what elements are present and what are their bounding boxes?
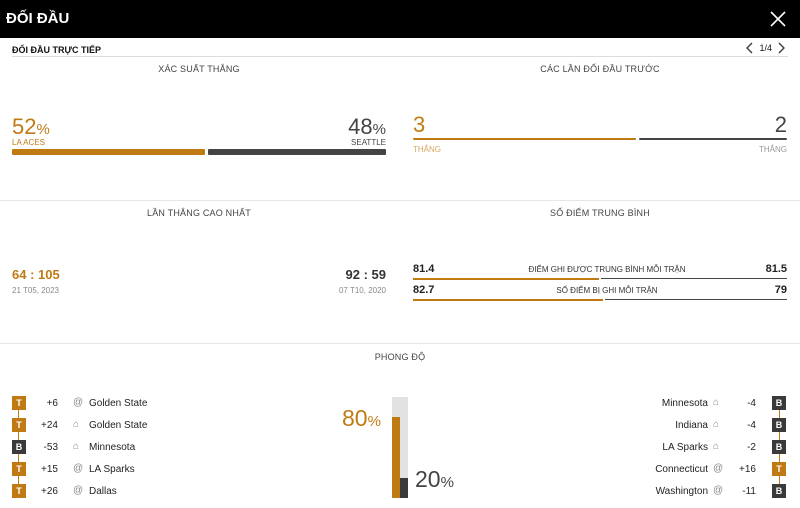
win-prob-right-value: 48% (348, 114, 386, 139)
avg-points-row-conceded: 82.7 SỐ ĐIỂM BỊ GHI MỖI TRẬN 79 (413, 284, 787, 304)
form-right-percent: 20% (415, 466, 454, 492)
win-prob-left-team: LA ACES (12, 138, 45, 147)
form-diff: +26 (41, 486, 58, 497)
form-diff: +24 (41, 420, 58, 431)
avg-conceded-right-bar (605, 299, 787, 300)
win-prob-right-team: SEATTLE (351, 138, 386, 147)
away-icon: @ (73, 463, 84, 474)
form-diff: -53 (43, 442, 58, 453)
prev-meetings-title: CÁC LẦN ĐỐI ĐẦU TRƯỚC (540, 64, 660, 74)
biggest-win-left-score: 64 : 105 (12, 267, 60, 282)
form-opponent: Connecticut (655, 464, 708, 475)
form-result-badge: T (772, 462, 786, 476)
form-diff: -4 (747, 398, 756, 409)
form-opponent: Minnesota (89, 442, 136, 453)
pager-label: 1/4 (759, 43, 772, 53)
prev-meetings-left-value: 3 (413, 112, 426, 137)
biggest-win-right-score: 92 : 59 (345, 267, 386, 282)
form-result-badge: B (772, 484, 786, 498)
form-left-percent: 80% (342, 405, 381, 431)
divider (0, 343, 800, 344)
form-opponent: Minnesota (661, 398, 708, 409)
form-right-bar-fill (400, 478, 408, 498)
section-subheader: ĐỐI ĐẦU TRỰC TIẾP (12, 45, 101, 55)
avg-conceded-left: 82.7 (413, 284, 435, 296)
prev-meetings-right-bar (639, 138, 787, 140)
win-prob-title: XÁC SUẤT THẮNG (158, 64, 240, 74)
form-diff: +6 (46, 398, 58, 409)
win-prob-left-value: 52% (12, 114, 50, 139)
form-diff: -11 (742, 486, 756, 497)
away-icon: @ (713, 485, 724, 496)
home-icon: ⌂ (713, 419, 720, 430)
away-icon: @ (73, 397, 84, 408)
form-opponent: LA Sparks (89, 464, 135, 475)
win-prob-right-bar (208, 149, 386, 155)
prev-meetings-left-label: THẮNG (413, 145, 441, 154)
form-result-badge: T (12, 484, 26, 498)
avg-points-title: SỐ ĐIỂM TRUNG BÌNH (550, 208, 650, 218)
chevron-right-icon[interactable] (776, 42, 786, 54)
win-prob-left-bar (12, 149, 205, 155)
avg-conceded-left-bar (413, 299, 603, 301)
divider (12, 56, 788, 57)
away-icon: @ (713, 463, 724, 474)
form-result-badge: T (12, 462, 26, 476)
form-diff: +16 (739, 464, 756, 475)
form-diff: +15 (41, 464, 58, 475)
avg-scored-left-bar (413, 278, 599, 280)
form-opponent: Indiana (675, 420, 708, 431)
prev-meetings-left-bar (413, 138, 636, 140)
avg-scored-left: 81.4 (413, 263, 435, 275)
avg-scored-right-bar (601, 278, 787, 279)
prev-meetings-right-label: THẮNG (759, 145, 787, 154)
form-result-badge: B (772, 418, 786, 432)
close-icon[interactable] (768, 9, 788, 29)
form-result-badge: T (12, 418, 26, 432)
biggest-win-title: LẦN THẮNG CAO NHẤT (147, 208, 251, 218)
form-right-bar-track (400, 397, 408, 498)
form-opponent: Dallas (89, 486, 117, 497)
form-left-bar-fill (392, 417, 400, 498)
form-opponent: Golden State (89, 420, 148, 431)
avg-conceded-right: 79 (774, 284, 787, 296)
divider (0, 200, 800, 201)
form-opponent: Washington (655, 486, 708, 497)
biggest-win-left-date: 21 T05, 2023 (12, 286, 60, 295)
avg-conceded-label: SỐ ĐIỂM BỊ GHI MỖI TRẬN (556, 286, 658, 295)
home-icon: ⌂ (73, 419, 80, 430)
home-icon: ⌂ (713, 441, 720, 452)
form-opponent: LA Sparks (662, 442, 708, 453)
home-icon: ⌂ (73, 441, 80, 452)
away-icon: @ (73, 485, 84, 496)
form-result-badge: B (12, 440, 26, 454)
form-diff: -4 (747, 420, 756, 431)
modal-title: ĐỐI ĐẦU (6, 10, 70, 27)
pager: 1/4 (745, 42, 786, 54)
chevron-left-icon[interactable] (745, 42, 755, 54)
form-opponent: Golden State (89, 398, 148, 409)
prev-meetings-right-value: 2 (774, 112, 787, 137)
form-title: PHONG ĐỘ (374, 352, 426, 362)
form-diff: -2 (747, 442, 756, 453)
form-result-badge: B (772, 440, 786, 454)
avg-points-row-scored: 81.4 ĐIỂM GHI ĐƯỢC TRUNG BÌNH MỖI TRẬN 8… (413, 263, 787, 283)
home-icon: ⌂ (713, 397, 720, 408)
biggest-win-right-date: 07 T10, 2020 (338, 286, 386, 295)
form-result-badge: T (12, 396, 26, 410)
avg-scored-label: ĐIỂM GHI ĐƯỢC TRUNG BÌNH MỖI TRẬN (528, 265, 686, 274)
modal-header: ĐỐI ĐẦU (0, 0, 800, 38)
form-result-badge: B (772, 396, 786, 410)
avg-scored-right: 81.5 (765, 263, 787, 275)
